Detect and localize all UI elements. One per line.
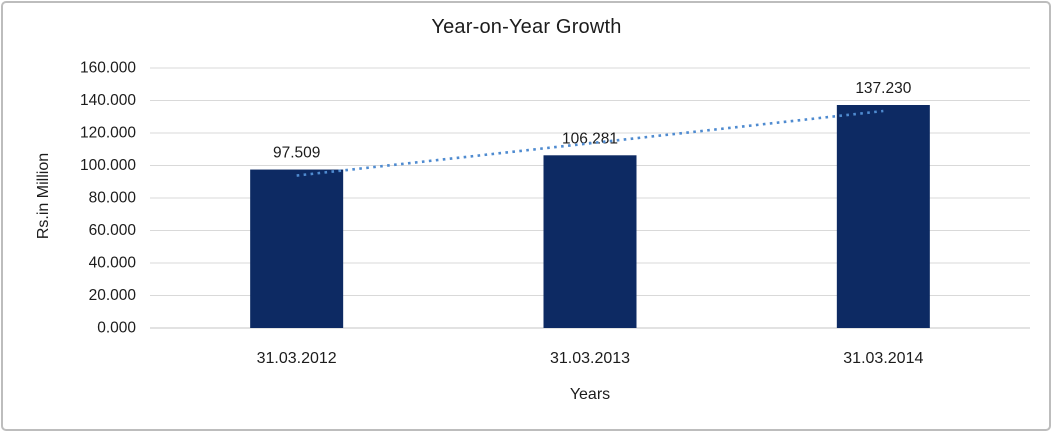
y-tick-label: 120.000 <box>80 125 136 142</box>
y-tick-label: 20.000 <box>89 287 137 304</box>
x-tick-label: 31.03.2012 <box>257 350 337 367</box>
bar-31.03.2014[interactable] <box>836 105 930 328</box>
y-tick-label: 160.000 <box>80 60 136 77</box>
bar-data-label: 137.230 <box>855 80 911 97</box>
trendline <box>296 109 884 177</box>
bar-data-label: 97.509 <box>273 145 320 162</box>
y-tick-label: 140.000 <box>80 92 136 109</box>
y-tick-label: 0.000 <box>97 320 136 337</box>
x-tick-label: 31.03.2014 <box>843 350 923 367</box>
bar-31.03.2013[interactable] <box>543 155 637 328</box>
chart-title: Year-on-Year Growth <box>431 16 622 38</box>
y-tick-label: 80.000 <box>89 190 137 207</box>
y-tick-label: 60.000 <box>89 222 137 239</box>
y-tick-label: 40.000 <box>89 255 137 272</box>
y-tick-label: 100.000 <box>80 157 136 174</box>
bar-31.03.2012[interactable] <box>250 169 344 328</box>
x-tick-label: 31.03.2013 <box>550 350 630 367</box>
x-axis-title: Years <box>569 386 611 403</box>
